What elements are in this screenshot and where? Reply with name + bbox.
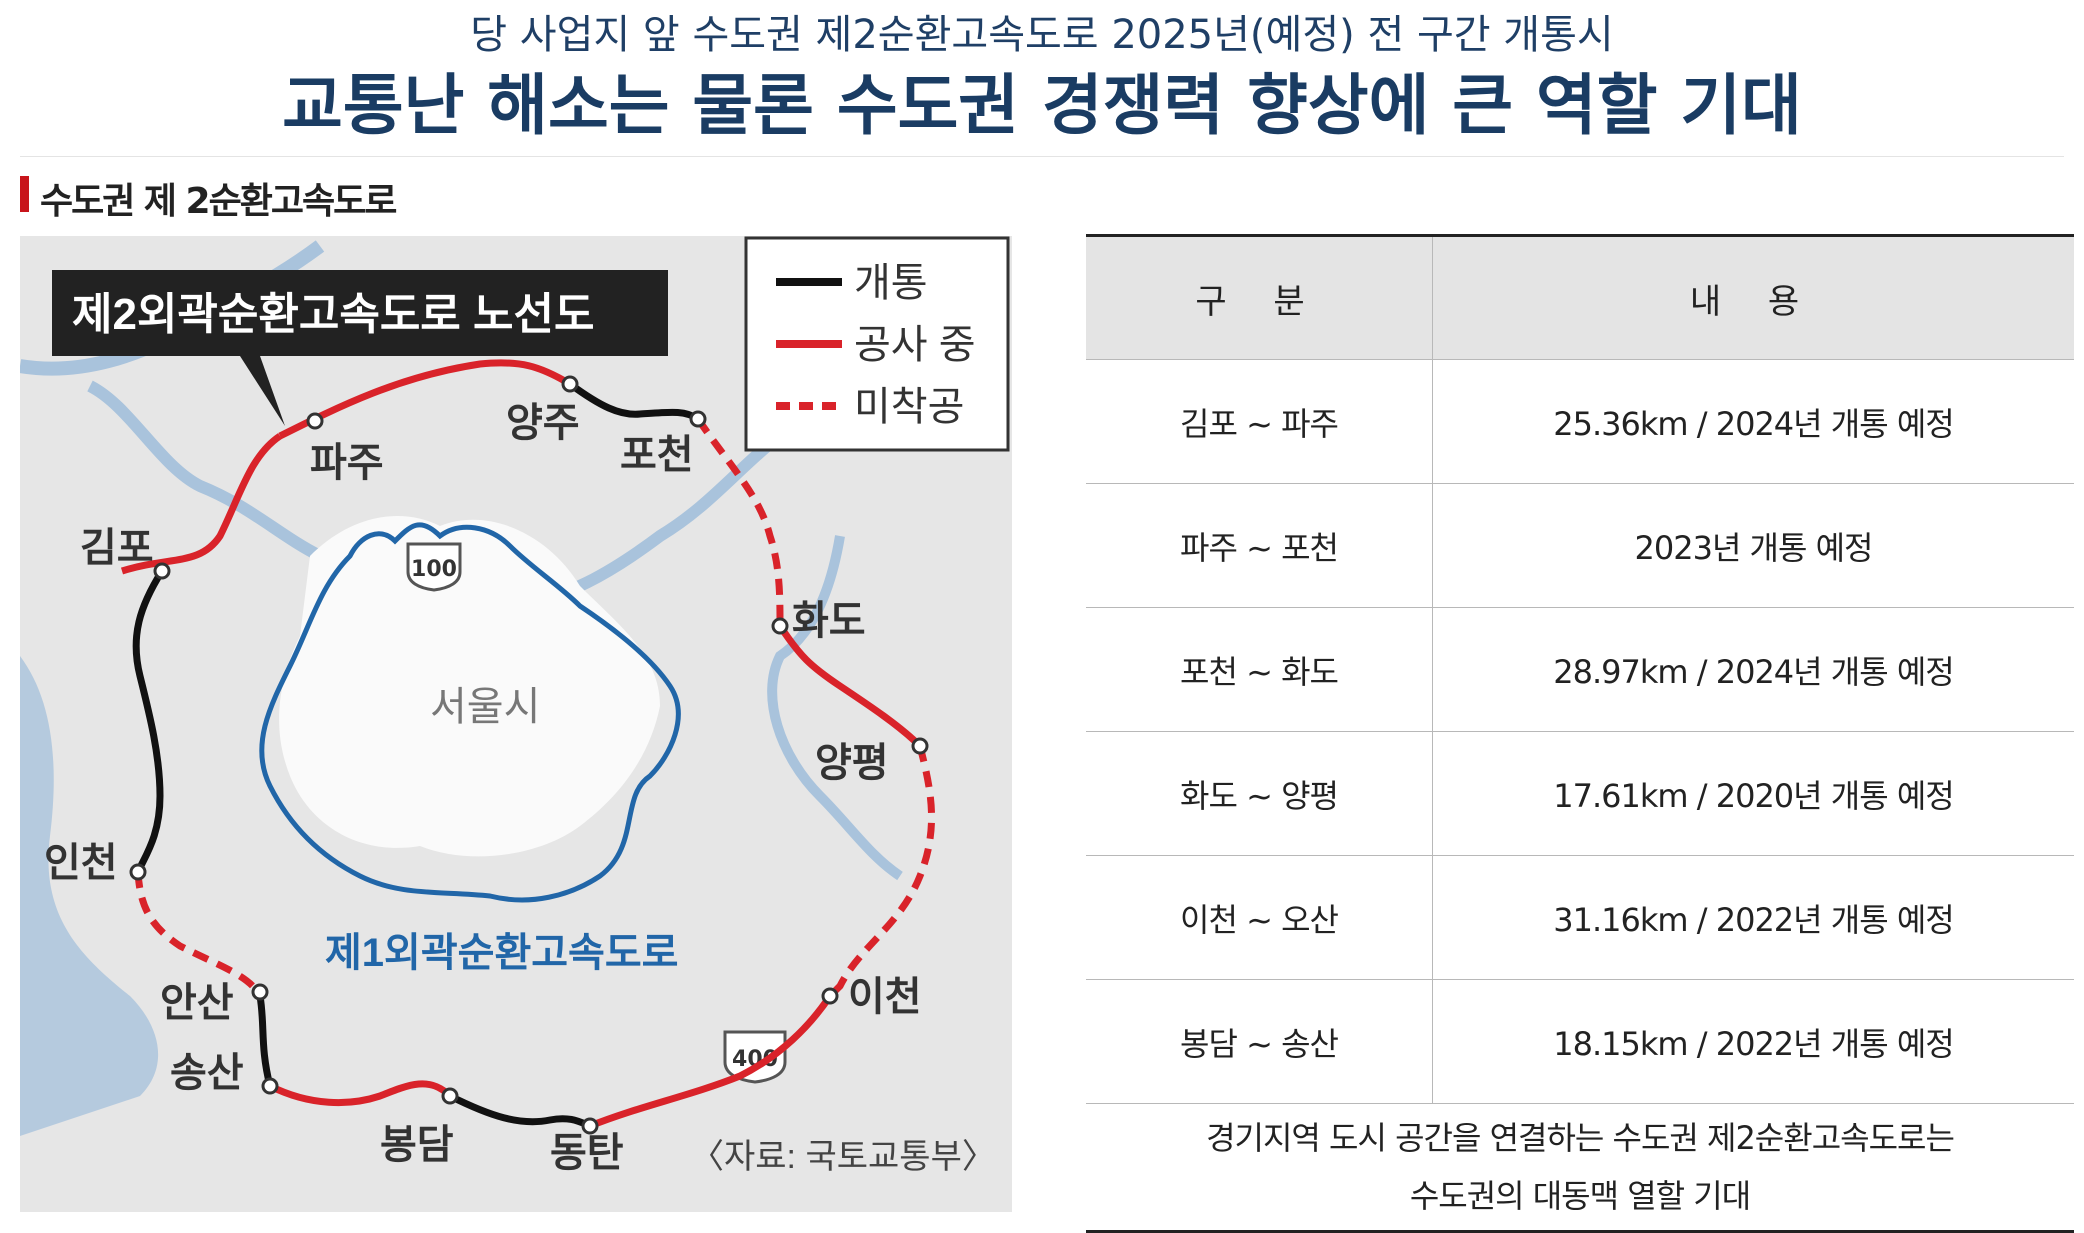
map-title-box — [52, 270, 668, 356]
segment-paju-yangju — [278, 359, 572, 440]
legend-opened-label: 개통 — [854, 261, 928, 305]
table-row: 김포 ~ 파주 25.36km / 2024년 개통 예정 — [1086, 359, 2074, 484]
segment-ansan-songsan — [256, 995, 274, 1087]
table-row: 봉담 ~ 송산 18.15km / 2022년 개통 예정 — [1086, 979, 2074, 1104]
node-gimpo — [153, 562, 171, 580]
table-header-row: 구 분 내 용 — [1086, 234, 2074, 360]
row-section: 화도 ~ 양평 — [1086, 731, 1433, 856]
row-content: 25.36km / 2024년 개통 예정 — [1432, 359, 2074, 484]
page-subtitle: 당 사업지 앞 수도권 제2순환고속도로 2025년(예정) 전 구간 개통시 — [470, 12, 1614, 58]
info-table: 구 분 내 용 김포 ~ 파주 25.36km / 2024년 개통 예정 파주… — [1086, 234, 2074, 1233]
node-hwado — [771, 617, 789, 635]
legend-construction-label: 공사 중 — [854, 323, 976, 367]
segment-bongdam-dongtan — [448, 1092, 592, 1130]
row-section: 봉담 ~ 송산 — [1086, 979, 1433, 1104]
table-note-row: 경기지역 도시 공간을 연결하는 수도권 제2순환고속도로는 수도권의 대동맥 … — [1086, 1103, 2074, 1233]
label-hwado: 화도 — [792, 599, 866, 643]
row-content: 2023년 개통 예정 — [1432, 483, 2074, 608]
section-title: 수도권 제 2순환고속도로 — [40, 181, 397, 222]
node-ansan — [251, 983, 269, 1001]
table-row: 이천 ~ 오산 31.16km / 2022년 개통 예정 — [1086, 855, 2074, 980]
segment-songsan-bongdam — [268, 1080, 453, 1106]
table-row: 포천 ~ 화도 28.97km / 2024년 개통 예정 — [1086, 607, 2074, 732]
node-yangpyeong — [911, 737, 929, 755]
node-incheon — [129, 863, 147, 881]
header-section: 구 분 — [1086, 234, 1433, 360]
label-pocheon: 포천 — [620, 433, 694, 477]
section-marker — [20, 176, 29, 212]
header-content: 내 용 — [1432, 234, 2074, 360]
node-paju — [306, 412, 324, 430]
segment-yangju-pocheon — [567, 381, 700, 423]
label-gimpo: 김포 — [80, 526, 154, 570]
row-content: 28.97km / 2024년 개통 예정 — [1432, 607, 2074, 732]
segment-hwado-yangpyeong — [777, 624, 923, 749]
table-note: 경기지역 도시 공간을 연결하는 수도권 제2순환고속도로는 수도권의 대동맥 … — [1086, 1103, 2074, 1233]
map-source: 〈자료: 국토교통부〉 — [690, 1138, 996, 1176]
segment-gimpo-paju — [120, 433, 283, 575]
coast-west — [20, 656, 159, 1136]
map-title: 제2외곽순환고속도로 노선도 — [72, 290, 594, 339]
map-title-pointer — [240, 356, 285, 426]
table-note-line2: 수도권의 대동맥 열할 기대 — [1409, 1177, 1751, 1215]
row-content: 17.61km / 2020년 개통 예정 — [1432, 731, 2074, 856]
segment-incheon-ansan — [134, 871, 264, 998]
label-ansan: 안산 — [160, 981, 234, 1025]
row-section: 파주 ~ 포천 — [1086, 483, 1433, 608]
segment-yangpyeong-icheon — [827, 745, 936, 999]
label-incheon: 인천 — [44, 841, 118, 885]
label-yangpyeong: 양평 — [815, 741, 889, 785]
node-dongtan — [581, 1117, 599, 1135]
label-dongtan: 동탄 — [550, 1131, 624, 1175]
label-yangju: 양주 — [506, 401, 580, 445]
label-inner-ring: 제1외곽순환고속도로 — [325, 931, 678, 975]
svg-text:100: 100 — [411, 557, 457, 582]
row-section: 김포 ~ 파주 — [1086, 359, 1433, 484]
node-icheon — [821, 987, 839, 1005]
route-100-shield: 100 — [406, 542, 462, 592]
node-yangju — [561, 375, 579, 393]
table-note-line1: 경기지역 도시 공간을 연결하는 수도권 제2순환고속도로는 — [1206, 1119, 1955, 1157]
row-content: 18.15km / 2022년 개통 예정 — [1432, 979, 2074, 1104]
label-seoul: 서울시 — [430, 685, 540, 729]
node-pocheon — [689, 410, 707, 428]
label-bongdam: 봉담 — [380, 1123, 454, 1167]
label-paju: 파주 — [310, 441, 384, 485]
segment-gimpo-incheon — [132, 569, 165, 874]
segment-icheon-dongtan — [588, 994, 833, 1130]
label-songsan: 송산 — [170, 1051, 244, 1095]
city-nodes — [129, 375, 929, 1135]
node-songsan — [261, 1077, 279, 1095]
table-row: 화도 ~ 양평 17.61km / 2020년 개통 예정 — [1086, 731, 2074, 856]
header-divider — [20, 156, 2064, 157]
segment-pocheon-hwado — [695, 417, 784, 627]
label-icheon: 이천 — [848, 975, 922, 1019]
legend-unstarted-label: 미착공 — [854, 385, 964, 429]
row-content: 31.16km / 2022년 개통 예정 — [1432, 855, 2074, 980]
table-row: 파주 ~ 포천 2023년 개통 예정 — [1086, 483, 2074, 608]
page-headline: 교통난 해소는 물론 수도권 경쟁력 향상에 큰 역할 기대 — [282, 67, 1802, 144]
node-bongdam — [441, 1087, 459, 1105]
row-section: 포천 ~ 화도 — [1086, 607, 1433, 732]
inner-ring-road — [259, 522, 681, 903]
row-section: 이천 ~ 오산 — [1086, 855, 1433, 980]
route-map: 100 400 김포 파주 양주 포천 화도 양평 인천 — [20, 236, 1012, 1212]
seoul-area — [279, 516, 660, 857]
river-east — [767, 535, 903, 881]
